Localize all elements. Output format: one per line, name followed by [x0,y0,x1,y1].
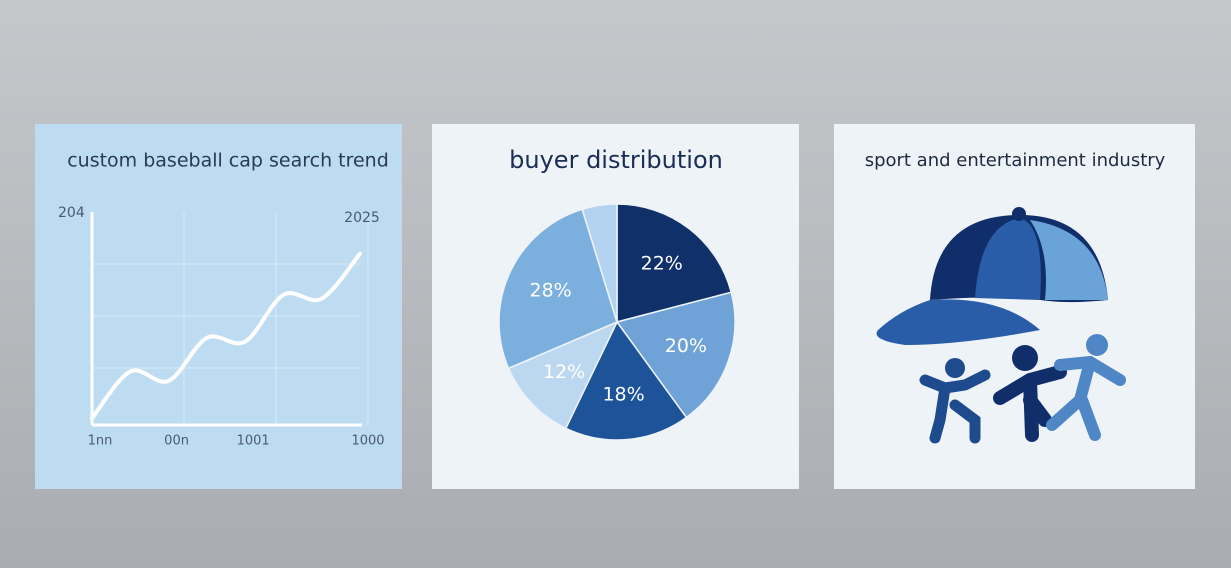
pie-slice [507,320,619,430]
x-tick-label: 1nn [88,434,113,449]
pie-slice [564,320,688,441]
cap-illustration [876,207,1126,444]
pie-slice [498,208,618,370]
annotation: 2025 [344,210,380,226]
value-label: 28% [530,280,572,302]
value-label: 22% [641,253,683,275]
value-label: 18% [602,383,644,405]
trend-line [90,251,362,421]
value-label: 12% [543,361,585,383]
x-tick-label: 1000 [351,434,384,449]
pie-slice [615,291,736,419]
illustration-card [834,124,1195,489]
pie-slice [581,203,618,323]
pie-slice [616,203,733,323]
x-tick-label: 1001 [237,434,270,449]
trend-card [35,124,402,489]
card-title: buyer distribution [509,146,723,174]
annotation: 204 [58,205,85,221]
x-tick-label: 00n [164,434,189,449]
value-label: 20% [665,335,707,357]
card-title: sport and entertainment industry [865,150,1166,171]
card-title: custom baseball cap search trend [67,150,389,172]
